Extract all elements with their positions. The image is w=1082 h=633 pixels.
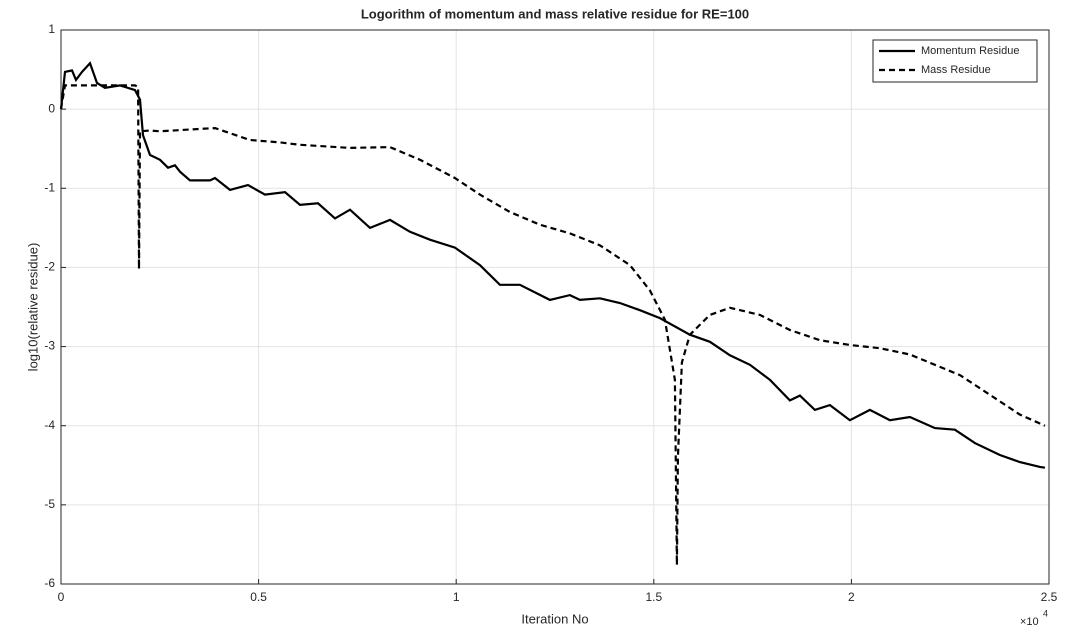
x-tick-label: 1 <box>453 590 460 604</box>
chart-title: Logorithm of momentum and mass relative … <box>361 6 749 21</box>
x-tick-label: 2 <box>848 590 855 604</box>
legend-label: Momentum Residue <box>921 45 1019 57</box>
y-tick-label: -5 <box>44 497 55 511</box>
x-multiplier-exponent: 4 <box>1043 608 1048 618</box>
y-tick-label: 1 <box>48 22 55 36</box>
y-tick-label: 0 <box>48 101 55 115</box>
y-tick-label: -4 <box>44 418 55 432</box>
y-tick-label: -1 <box>44 180 55 194</box>
legend-box <box>872 39 1038 83</box>
plot-frame <box>60 29 1050 585</box>
x-tick-label: 2.5 <box>1041 590 1058 604</box>
line-series <box>59 61 1046 469</box>
x-tick-label: 0 <box>58 590 65 604</box>
y-tick-label: -3 <box>44 339 55 353</box>
y-tick-label: -2 <box>44 260 55 274</box>
line-series <box>59 84 1046 566</box>
x-axis-label: Iteration No <box>521 611 588 626</box>
x-tick-label: 0.5 <box>250 590 267 604</box>
x-multiplier: ×10 <box>1020 616 1039 628</box>
y-axis-label: log10(relative residue) <box>25 243 40 372</box>
y-tick-label: -6 <box>44 576 55 590</box>
x-tick-label: 1.5 <box>645 590 662 604</box>
legend-label: Mass Residue <box>921 64 991 76</box>
